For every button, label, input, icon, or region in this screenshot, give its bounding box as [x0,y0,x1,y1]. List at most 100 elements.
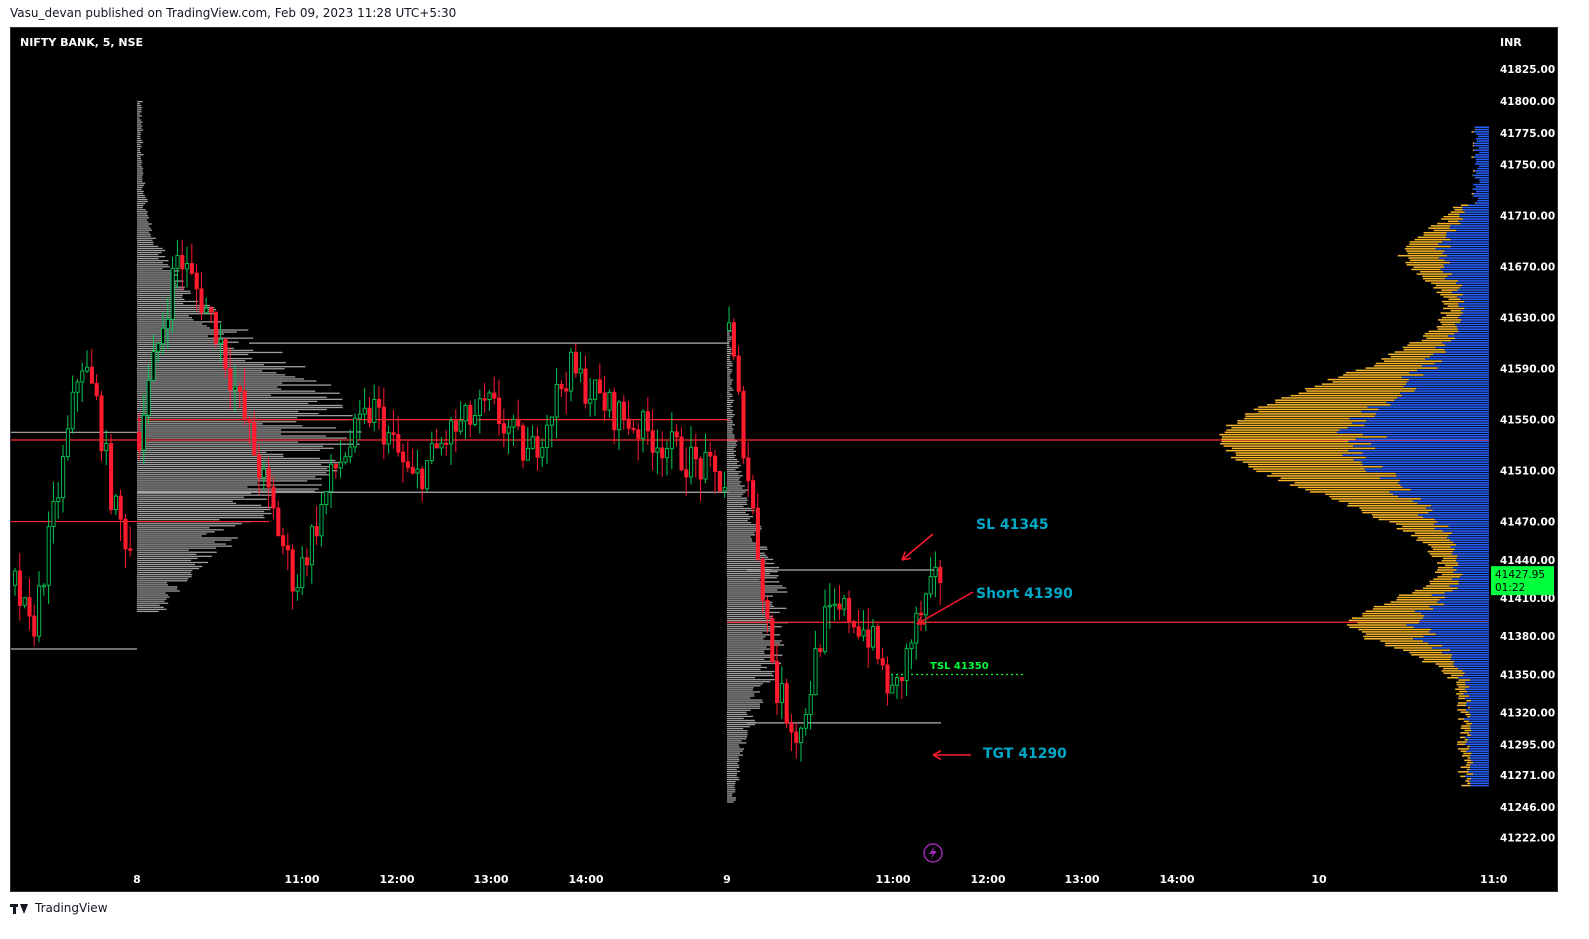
profile-bar [137,302,184,305]
candle-body [161,327,166,345]
candle-body [703,451,708,480]
profile-blue-bar [1447,254,1489,257]
profile-bar [727,738,747,740]
profile-bar [137,345,224,347]
profile-blue-bar [1426,507,1489,509]
profile-yellow-bar [1443,672,1465,674]
profile-blue-bar [1414,610,1489,612]
price-tick-label: 41710.00 [1500,211,1555,223]
profile-blue-bar [1469,745,1489,748]
time-tick-label: 13:00 [1064,873,1099,886]
profile-yellow-bar [1460,766,1471,768]
profile-bar [727,615,774,618]
profile-bar [137,168,144,170]
profile-blue-bar [1464,211,1489,213]
candle-body [612,391,617,431]
time-axis: 8 11:00 12:00 13:00 14:00 9 11:00 12:00 13:00 14:… [133,873,1508,886]
profile-bar [137,272,175,274]
profile-bar [137,286,185,288]
profile-blue-bar [1473,174,1489,177]
profile-yellow-bar [1461,784,1471,787]
profile-blue-bar [1401,376,1489,379]
profile-bar [137,294,183,297]
profile-bar [727,570,778,573]
profile-blue-bar [1460,298,1489,301]
profile-yellow-bar [1423,232,1447,234]
profile-yellow-bar [1349,626,1414,629]
profile-bar [727,717,744,720]
profile-bar [727,367,730,369]
price-axis: 41825.00 41800.00 41775.00 41750.00 41710.00… [1500,64,1555,844]
profile-bar [727,562,775,565]
profile-yellow-bar [1431,555,1458,557]
profile-yellow-bar [1472,142,1475,145]
candle-body [247,419,252,423]
profile-bar [727,536,751,538]
profile-yellow-bar [1466,734,1472,736]
profile-bar [727,365,733,367]
profile-blue-bar [1361,461,1489,463]
candlestick-chart[interactable]: SL 41345 Short 41390 TSL 41350 TGT 41290 418… [11,28,1557,891]
profile-bar [137,553,197,555]
candle-body [113,495,118,511]
profile-bar [727,487,743,489]
profile-bar [727,515,754,518]
profile-bar [137,355,222,358]
profile-yellow-bar [1465,722,1473,725]
profile-bar [727,668,761,671]
profile-blue-bar [1454,660,1489,663]
profile-yellow-bar [1471,156,1474,158]
profile-yellow-bar [1423,587,1458,590]
profile-yellow-bar [1460,711,1469,713]
candle-body [919,612,924,616]
profile-bar [727,479,740,481]
profile-bar [137,386,278,388]
profile-bar [137,559,192,562]
profile-yellow-bar [1419,656,1452,658]
profile-bar [137,364,265,366]
footer-brand[interactable]: TradingView [10,901,108,915]
profile-bar [137,209,146,211]
profile-yellow-bar [1244,413,1377,415]
candle-body [564,388,569,392]
candle-body [713,455,718,472]
candle-body [818,648,823,652]
profile-bar [727,558,774,561]
profile-blue-bar [1479,179,1489,181]
profile-bar [727,528,762,530]
price-tick-label: 41800.00 [1500,96,1555,108]
profile-blue-bar [1475,158,1489,161]
profile-yellow-bar [1429,553,1452,555]
profile-bar [137,506,276,509]
chart-area[interactable]: SL 41345 Short 41390 TSL 41350 TGT 41290 418… [10,27,1558,892]
profile-bar [137,480,308,482]
profile-blue-bar [1462,206,1489,209]
price-tick-label: 41775.00 [1500,128,1555,140]
profile-bar [727,581,780,583]
profile-blue-bar [1469,768,1489,771]
profile-bar [137,388,282,390]
candle-body [607,391,612,411]
profile-bar [137,576,192,578]
profile-bar [727,452,734,455]
candle-body [261,468,266,478]
profile-yellow-bar [1456,683,1466,686]
profile-bar [137,225,150,227]
profile-bar [137,372,277,374]
profile-bar [727,699,763,701]
candle-body [410,466,415,474]
profile-yellow-bar [1472,174,1474,177]
profile-bar [137,156,141,158]
profile-bar [137,158,142,160]
profile-bar [137,353,249,356]
candle-body [530,436,535,449]
profile-bar [727,674,774,677]
profile-yellow-bar [1406,264,1444,266]
profile-bar [727,395,733,397]
profile-blue-bar [1476,133,1489,135]
profile-bar [727,346,731,348]
profile-blue-bar [1364,424,1489,427]
candle-body [453,420,458,432]
profile-bar [727,591,788,593]
